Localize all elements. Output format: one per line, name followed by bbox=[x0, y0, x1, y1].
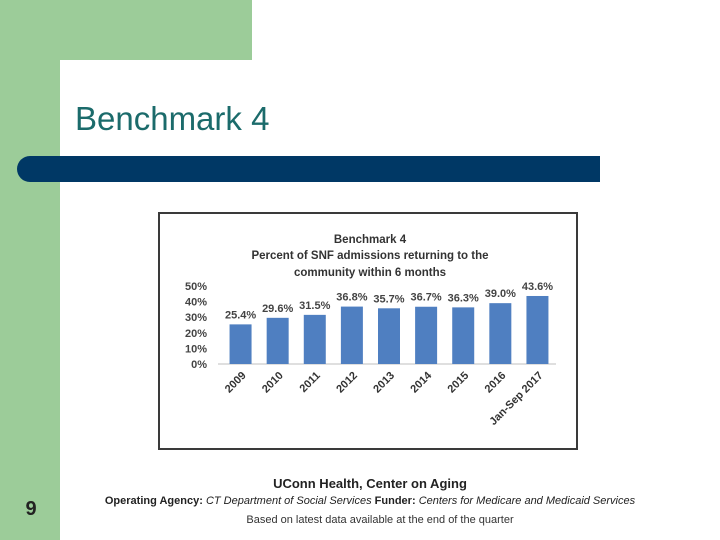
bar bbox=[378, 308, 400, 364]
bar bbox=[526, 295, 549, 364]
bar-value-label: 43.6% bbox=[522, 281, 553, 293]
bar-value-label: 36.8% bbox=[336, 292, 367, 304]
y-tick-label: 40% bbox=[185, 297, 207, 309]
footer-note: Based on latest data available at the en… bbox=[246, 514, 514, 526]
chart-frame: Benchmark 4 Percent of SNF admissions re… bbox=[158, 212, 578, 450]
x-category-label: 2016 bbox=[483, 370, 509, 396]
x-category-label: 2011 bbox=[298, 370, 323, 395]
agency-label: Operating Agency: bbox=[104, 495, 203, 507]
x-axis: 2009 2010 2011 2012 2013 2014 2015 2016Jan-Sep … bbox=[223, 369, 546, 428]
bar bbox=[489, 303, 512, 364]
bar-value-label: 25.4% bbox=[225, 309, 256, 321]
y-tick-label: 10% bbox=[185, 343, 207, 355]
bar-value-label: 35.7% bbox=[373, 293, 404, 305]
bar bbox=[229, 324, 252, 364]
x-category-label: 2010 bbox=[260, 370, 286, 396]
footer-title: UConn Health, Center on Aging bbox=[273, 476, 467, 491]
bar-value-label: 29.6% bbox=[262, 303, 293, 315]
x-category-label: 2015 bbox=[446, 370, 472, 396]
x-category-label: 2014 bbox=[408, 369, 434, 395]
bar bbox=[303, 314, 326, 364]
slide-title: Benchmark 4 bbox=[75, 100, 270, 137]
bar-value-label: 39.0% bbox=[485, 288, 516, 300]
value-labels: 25.4% 29.6% 31.5% 36.8% 35.7% 36.7% 36.3% 39.0%… bbox=[225, 281, 553, 321]
bar bbox=[340, 306, 363, 364]
x-category-label: 2013 bbox=[371, 370, 397, 396]
y-tick-label: 20% bbox=[185, 328, 207, 340]
slide-number: 9 bbox=[25, 498, 37, 520]
bar bbox=[266, 317, 289, 364]
x-category-label: 2012 bbox=[334, 370, 360, 396]
bar-chart: Benchmark 4 Percent of SNF admissions re… bbox=[185, 234, 556, 428]
y-tick-label: 50% bbox=[185, 281, 207, 293]
bar-value-label: 36.7% bbox=[411, 292, 442, 304]
chart-subtitle-line-1: Percent of SNF admissions returning to t… bbox=[251, 250, 488, 262]
bars bbox=[229, 295, 549, 364]
chart-title: Benchmark 4 bbox=[334, 234, 407, 246]
left-accent-bar bbox=[0, 0, 60, 540]
footer-agency-line: Operating Agency: CT Department of Socia… bbox=[0, 495, 720, 507]
top-accent-bar bbox=[0, 0, 252, 60]
x-category-label: 2009 bbox=[223, 370, 249, 396]
bar bbox=[415, 306, 438, 364]
y-tick-label: 30% bbox=[185, 312, 207, 324]
agency-value: CT Department of Social Services bbox=[205, 495, 372, 507]
content-corner bbox=[60, 60, 100, 100]
funder-value: Centers for Medicare and Medicaid Servic… bbox=[418, 495, 636, 507]
bar bbox=[452, 307, 475, 364]
y-tick-label: 0% bbox=[191, 359, 207, 371]
title-underline-bar bbox=[17, 156, 600, 182]
bar-value-label: 31.5% bbox=[299, 300, 330, 312]
funder-label: Funder: bbox=[374, 495, 416, 507]
bar-value-label: 36.3% bbox=[448, 292, 479, 304]
chart-subtitle-line-2: community within 6 months bbox=[294, 267, 446, 279]
